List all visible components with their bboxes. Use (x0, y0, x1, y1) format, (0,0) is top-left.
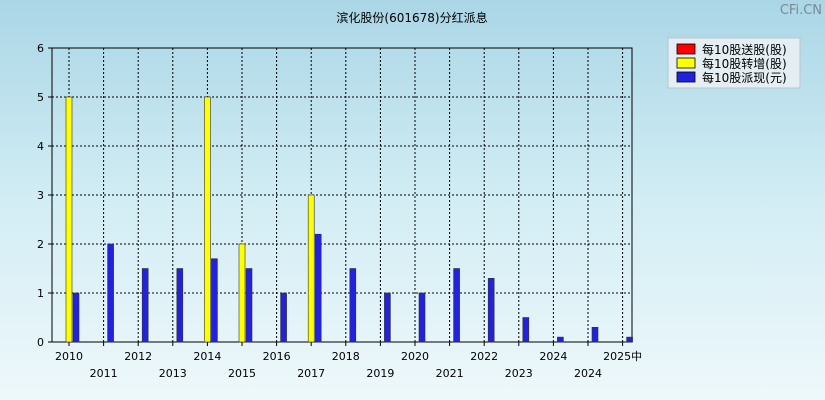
bar-cash-dividend (211, 258, 218, 343)
x-tick-label: 2022 (470, 350, 498, 363)
y-tick-label: 3 (37, 189, 44, 202)
y-tick-label: 5 (37, 91, 44, 104)
bar-capital-transfer (65, 96, 73, 343)
y-tick-label: 1 (37, 287, 44, 300)
legend-swatch (676, 43, 696, 55)
bar-cash-dividend (522, 317, 530, 343)
bar-cash-dividend (418, 292, 426, 343)
legend-swatch (676, 71, 696, 83)
y-tick-label: 4 (37, 140, 44, 153)
legend-label: 每10股送股(股) (702, 42, 787, 57)
bar-capital-transfer (307, 194, 315, 343)
x-tick-label: 2024 (539, 350, 567, 363)
legend-label: 每10股派现(元) (702, 70, 787, 85)
y-tick-label: 2 (37, 238, 44, 251)
bar-cash-dividend (141, 268, 149, 343)
bar-cash-dividend (72, 292, 80, 343)
watermark: CFi.CN (780, 3, 822, 18)
legend: 每10股送股(股)每10股转增(股)每10股派现(元) (667, 37, 801, 89)
bar-cash-dividend (557, 336, 564, 343)
x-tick-label: 2010 (55, 350, 83, 363)
chart-title: 滨化股份(601678)分红派息 (336, 10, 487, 25)
bar-cash-dividend (176, 268, 184, 343)
bar-cash-dividend (245, 268, 253, 343)
x-tick-label: 2024 (574, 367, 602, 380)
bar-cash-dividend (453, 268, 460, 343)
legend-swatch (676, 57, 696, 69)
x-tick-label: 2020 (401, 350, 429, 363)
bar-cash-dividend (349, 268, 357, 343)
bar-cash-dividend (280, 292, 287, 343)
y-tick-label: 6 (37, 42, 44, 55)
plot-area: 0 1 2 3 4 5 6 2010 2011 2012 2013 2014 2015 2016 2017 2… (37, 42, 642, 380)
x-tick-label: 2018 (332, 350, 360, 363)
bar-capital-transfer (204, 96, 211, 343)
bar-cash-dividend (314, 233, 322, 343)
bar-cash-dividend (591, 326, 599, 343)
bar-cash-dividend (107, 243, 114, 343)
bar-capital-transfer (238, 243, 246, 343)
bar-cash-dividend (626, 336, 633, 343)
x-tick-label: 2025中 (603, 350, 642, 363)
x-tick-label: 2013 (159, 367, 187, 380)
x-tick-label: 2011 (90, 367, 118, 380)
x-tick-label: 2017 (297, 367, 325, 380)
x-tick-label: 2016 (263, 350, 291, 363)
bar-cash-dividend (487, 277, 495, 343)
x-tick-label: 2015 (228, 367, 256, 380)
bar-cash-dividend (384, 292, 391, 343)
x-tick-label: 2019 (366, 367, 394, 380)
x-tick-label: 2014 (193, 350, 221, 363)
x-tick-label: 2012 (124, 350, 152, 363)
legend-label: 每10股转增(股) (702, 56, 787, 71)
x-tick-label: 2023 (505, 367, 533, 380)
y-tick-label: 0 (37, 336, 44, 349)
x-tick-label: 2021 (436, 367, 464, 380)
